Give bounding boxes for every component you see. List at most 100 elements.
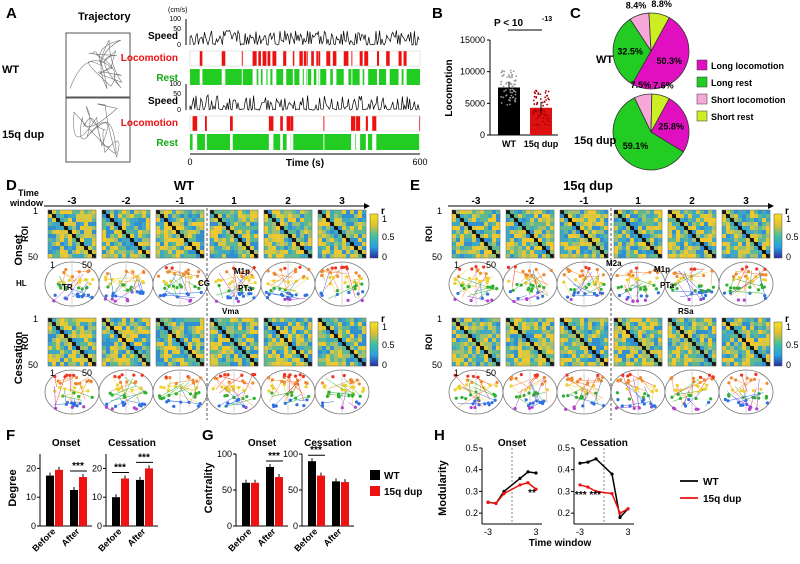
heat-cell bbox=[596, 230, 601, 235]
heat-cell bbox=[172, 330, 177, 335]
heat-cell bbox=[580, 346, 585, 351]
heat-cell bbox=[518, 346, 523, 351]
brain-node bbox=[163, 293, 167, 297]
heat-cell bbox=[722, 230, 727, 235]
heat-cell bbox=[110, 222, 115, 227]
brain-node bbox=[540, 294, 545, 298]
heat-cell bbox=[750, 318, 755, 323]
heat-frame bbox=[263, 317, 313, 367]
heat-cell bbox=[180, 322, 185, 327]
heat-cell bbox=[738, 210, 743, 215]
heat-cell bbox=[52, 318, 57, 323]
heat-cell bbox=[630, 318, 635, 323]
colorbar bbox=[369, 213, 379, 259]
panel-title: WT bbox=[174, 178, 194, 193]
heat-cell bbox=[48, 250, 53, 255]
heat-cell bbox=[138, 362, 143, 367]
brain-node bbox=[240, 291, 244, 295]
heat-cell bbox=[568, 234, 573, 239]
heat-cell bbox=[362, 226, 367, 231]
heat-frame bbox=[667, 209, 717, 259]
heat-cell bbox=[246, 250, 251, 255]
heat-cell bbox=[184, 234, 189, 239]
heat-cell bbox=[560, 350, 565, 355]
heat-cell bbox=[188, 230, 193, 235]
heat-cell bbox=[88, 254, 93, 259]
data-point bbox=[541, 108, 544, 111]
heat-cell bbox=[164, 226, 169, 231]
heat-cell bbox=[560, 234, 565, 239]
heat-cell bbox=[460, 242, 465, 247]
heat-cell bbox=[72, 346, 77, 351]
heat-cell bbox=[308, 346, 313, 351]
heat-cell bbox=[234, 338, 239, 343]
heat-cell bbox=[180, 334, 185, 339]
heat-cell bbox=[334, 242, 339, 247]
heat-cell bbox=[210, 326, 215, 331]
heat-cell bbox=[646, 210, 651, 215]
heat-cell bbox=[634, 354, 639, 359]
brain-node bbox=[232, 387, 236, 391]
brain-node bbox=[763, 296, 768, 300]
heat-cell bbox=[542, 226, 547, 231]
heat-cell bbox=[464, 338, 469, 343]
heat-cell bbox=[604, 218, 609, 223]
heat-cell bbox=[292, 326, 297, 331]
heat-cell bbox=[254, 342, 259, 347]
heat-cell bbox=[734, 318, 739, 323]
heat-cell bbox=[142, 326, 147, 331]
heat-cell bbox=[210, 254, 215, 259]
heat-cell bbox=[560, 222, 565, 227]
heat-cell bbox=[600, 218, 605, 223]
diagonal bbox=[209, 317, 259, 367]
heat-cell bbox=[460, 238, 465, 243]
heat-cell bbox=[684, 362, 689, 367]
data-point bbox=[514, 90, 517, 93]
heat-cell bbox=[626, 234, 631, 239]
heat-cell bbox=[680, 214, 685, 219]
heat-cell bbox=[452, 350, 457, 355]
brain-node bbox=[669, 285, 673, 289]
heat-cell bbox=[622, 234, 627, 239]
heat-cell bbox=[668, 358, 673, 363]
heat-cell bbox=[280, 342, 285, 347]
heat-cell bbox=[692, 242, 697, 247]
heat-cell bbox=[642, 254, 647, 259]
heat-cell bbox=[534, 242, 539, 247]
heat-cell bbox=[238, 230, 243, 235]
heat-cell bbox=[122, 254, 127, 259]
heat-cell bbox=[72, 242, 77, 247]
heat-cell bbox=[588, 210, 593, 215]
heat-cell bbox=[300, 222, 305, 227]
heat-cell bbox=[580, 210, 585, 215]
heat-cell bbox=[730, 226, 735, 231]
heat-cell bbox=[658, 230, 663, 235]
heat-cell bbox=[592, 246, 597, 251]
brain-edge bbox=[536, 269, 547, 287]
heat-cell bbox=[334, 338, 339, 343]
heat-cell bbox=[322, 354, 327, 359]
heat-cell bbox=[84, 218, 89, 223]
heat-cell bbox=[338, 218, 343, 223]
heat-cell bbox=[292, 246, 297, 251]
heat-cell bbox=[630, 338, 635, 343]
brain-node bbox=[534, 390, 538, 394]
heat-cell bbox=[218, 226, 223, 231]
heat-cell bbox=[354, 242, 359, 247]
heat-cell bbox=[64, 242, 69, 247]
heat-cell bbox=[362, 318, 367, 323]
heat-cell bbox=[484, 254, 489, 259]
heat-cell bbox=[362, 234, 367, 239]
heat-cell bbox=[350, 226, 355, 231]
brain-node bbox=[602, 282, 606, 287]
heat-cell bbox=[646, 222, 651, 227]
brain-edge bbox=[277, 289, 290, 294]
heat-cell bbox=[572, 254, 577, 259]
heat-cell bbox=[142, 246, 147, 251]
heat-cell bbox=[456, 350, 461, 355]
heat-cell bbox=[464, 238, 469, 243]
heat-cell bbox=[754, 254, 759, 259]
heat-cell bbox=[568, 246, 573, 251]
data-point bbox=[543, 113, 546, 116]
heat-cell bbox=[572, 214, 577, 219]
